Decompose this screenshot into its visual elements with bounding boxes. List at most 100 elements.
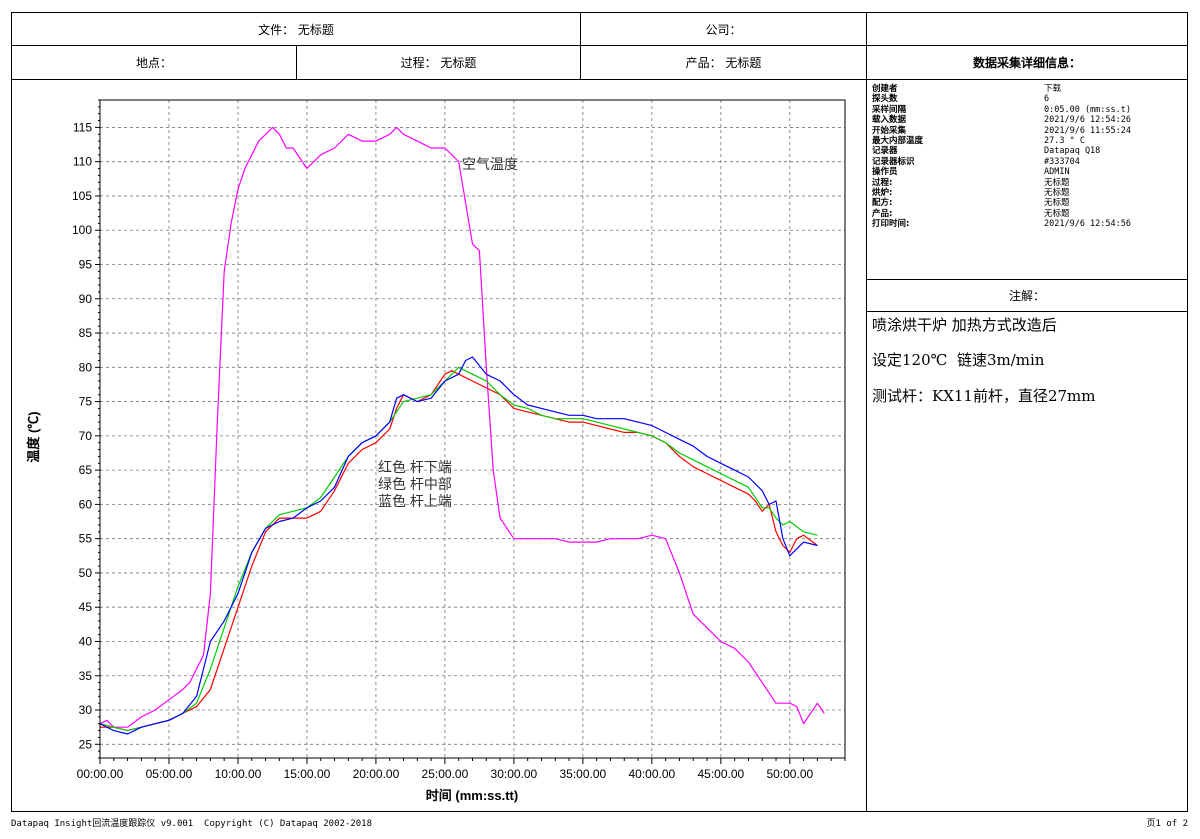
- info-value: 2021/9/6 12:54:26: [1044, 115, 1131, 126]
- series-line-3: [99, 356, 818, 735]
- x-tick-label: 00:00.00: [77, 767, 124, 781]
- file-value: 无标题: [297, 22, 334, 37]
- y-tick-label: 50: [79, 566, 93, 580]
- y-tick-label: 35: [79, 669, 93, 683]
- info-key: 烘炉:: [872, 187, 893, 198]
- notes-title: 注解：: [866, 279, 1188, 312]
- y-tick-label: 115: [73, 120, 92, 134]
- y-tick-label: 45: [79, 600, 93, 614]
- product-label: 产品：: [685, 56, 722, 70]
- x-tick-label: 15:00.00: [284, 767, 331, 781]
- note-line: 喷涂烘干炉 加热方式改造后: [872, 316, 1057, 334]
- info-key: 探头数: [872, 94, 898, 105]
- info-row: 创建者 下载: [872, 84, 1192, 94]
- info-value: 无标题: [1044, 208, 1070, 219]
- company-field: 公司：: [580, 12, 867, 46]
- info-row: 载入数据 2021/9/6 12:54:26: [872, 115, 1192, 125]
- info-row: 最大内部温度 27.3 ° C: [872, 136, 1192, 146]
- info-key: 配方:: [872, 198, 893, 209]
- info-value: #333704: [1044, 156, 1080, 167]
- location-label: 地点：: [135, 56, 172, 70]
- info-row: 打印时间: 2021/9/6 12:54:56: [872, 219, 1192, 229]
- y-tick-label: 65: [79, 463, 93, 477]
- file-field: 文件： 无标题: [11, 12, 581, 46]
- info-row: 配方: 无标题: [872, 198, 1192, 208]
- note-line: 设定120℃ 链速3m/min: [872, 351, 1045, 369]
- product-value: 无标题: [725, 56, 762, 70]
- temperature-profile-chart: 25 30 35 40 45 50 55 60 65 70 75 80 85 90 95 100 105 110 1…: [26, 99, 846, 803]
- x-tick-label: 10:00.00: [215, 767, 262, 781]
- y-tick-label: 25: [79, 737, 93, 751]
- series-line-1: [100, 370, 818, 732]
- x-tick-label: 50:00.00: [766, 767, 813, 781]
- product-field: 产品： 无标题: [580, 45, 867, 80]
- info-value: 无标题: [1044, 198, 1070, 209]
- info-key: 最大内部温度: [872, 135, 924, 146]
- info-key: 过程:: [872, 177, 893, 188]
- info-panel-title-text: 数据采集详细信息：: [972, 56, 1081, 70]
- notes-title-text: 注解：: [1008, 289, 1045, 303]
- info-row: 记录器 Datapaq Q18: [872, 146, 1192, 156]
- x-tick-label: 35:00.00: [560, 767, 607, 781]
- info-value: 0:05.00 (mm:ss.t): [1044, 104, 1131, 115]
- series-line-2: [99, 366, 818, 732]
- notes-frame: [866, 311, 1188, 812]
- info-row: 开始采集 2021/9/6 11:55:24: [872, 126, 1192, 136]
- info-value: 2021/9/6 12:54:56: [1044, 219, 1131, 230]
- x-tick-label: 05:00.00: [146, 767, 193, 781]
- process-label: 过程：: [400, 56, 437, 70]
- chart-grid: [99, 100, 845, 758]
- x-tick-label: 30:00.00: [491, 767, 538, 781]
- annotation-air-temperature: 空气温度: [462, 156, 518, 172]
- info-value: 无标题: [1044, 187, 1070, 198]
- info-value: 6: [1044, 94, 1050, 105]
- y-tick-label: 40: [79, 634, 93, 648]
- location-field: 地点：: [11, 45, 297, 80]
- info-key: 操作员: [872, 167, 898, 178]
- y-tick-label: 75: [79, 395, 93, 409]
- note-line: 测试杆：KX11前杆，直径27mm: [872, 387, 1096, 405]
- info-key: 记录器标识: [872, 156, 915, 167]
- process-value: 无标题: [440, 56, 477, 70]
- chart-series: [99, 126, 825, 735]
- y-tick-label: 90: [79, 292, 93, 306]
- x-tick-label: 40:00.00: [628, 767, 675, 781]
- info-row: 记录器标识 #333704: [872, 157, 1192, 167]
- footer-page-number: 页1 of 2: [1146, 819, 1188, 829]
- y-tick-label: 70: [79, 429, 93, 443]
- info-row: 烘炉: 无标题: [872, 188, 1192, 198]
- info-row: 采样间隔 0:05.00 (mm:ss.t): [872, 105, 1192, 115]
- process-field: 过程： 无标题: [296, 45, 581, 80]
- company-label: 公司：: [705, 22, 742, 37]
- annotation-probe-red: 红色 杆下端: [378, 459, 452, 475]
- info-key: 创建者: [872, 84, 898, 94]
- y-tick-label: 100: [72, 223, 92, 237]
- info-value: 无标题: [1044, 177, 1070, 188]
- y-tick-label: 85: [79, 326, 93, 340]
- y-tick-label: 55: [79, 532, 93, 546]
- x-tick-label: 25:00.00: [422, 767, 469, 781]
- info-row: 过程: 无标题: [872, 178, 1192, 188]
- info-row: 操作员 ADMIN: [872, 167, 1192, 177]
- x-tick-label: 20:00.00: [353, 767, 400, 781]
- annotation-probe-blue: 蓝色 杆上端: [378, 493, 452, 509]
- info-key: 打印时间:: [872, 219, 910, 230]
- x-axis-label: 时间 (mm:ss.tt): [426, 788, 518, 803]
- info-list: 创建者 下载 探头数 6 采样间隔 0:05.00 (mm:ss.t) 载入数据 202…: [872, 84, 1192, 229]
- info-key: 记录器: [872, 146, 898, 157]
- info-row: 探头数 6: [872, 94, 1192, 104]
- info-row: 产品: 无标题: [872, 209, 1192, 219]
- info-panel-title: 数据采集详细信息：: [866, 45, 1188, 80]
- y-tick-label: 30: [79, 703, 93, 717]
- info-key: 开始采集: [872, 125, 907, 136]
- series-line-0: [99, 126, 825, 728]
- info-value: Datapaq Q18: [1044, 146, 1101, 157]
- y-tick-label: 95: [79, 258, 93, 272]
- info-key: 采样间隔: [872, 104, 907, 115]
- y-tick-label: 80: [79, 360, 93, 374]
- info-value: 2021/9/6 11:55:24: [1044, 125, 1131, 136]
- header-top-right: [866, 12, 1188, 46]
- y-tick-label: 110: [73, 155, 92, 169]
- y-axis-label: 温度 (℃): [26, 411, 41, 462]
- info-value: ADMIN: [1044, 167, 1070, 178]
